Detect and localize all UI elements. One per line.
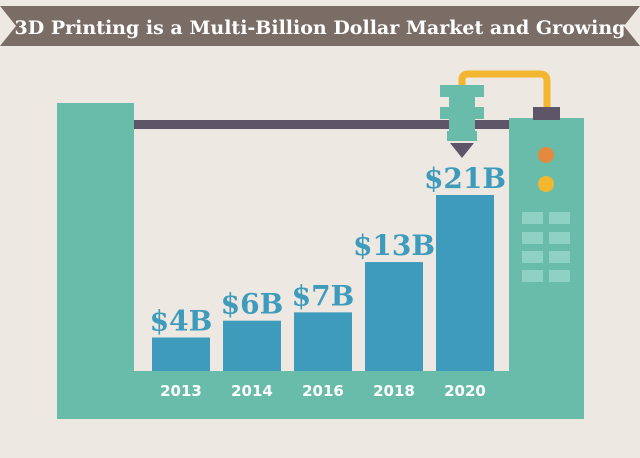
panel-button bbox=[549, 270, 570, 282]
value-labels: $4B$6B $7B $13B $21B bbox=[150, 162, 506, 337]
bar-series bbox=[152, 195, 494, 371]
button-grid bbox=[522, 212, 570, 282]
nozzle-neck bbox=[449, 97, 475, 107]
nozzle-collar bbox=[447, 131, 477, 141]
title-banner: 3D Printing is a Multi-Billion Dollar Ma… bbox=[0, 6, 640, 46]
panel-button bbox=[549, 232, 570, 244]
panel-button bbox=[522, 232, 543, 244]
control-panel bbox=[509, 107, 584, 419]
orange-indicator-dot bbox=[538, 147, 554, 163]
control-tower bbox=[509, 118, 584, 419]
x-tick-label: 2018 bbox=[373, 382, 415, 400]
title-banner-shape bbox=[0, 6, 640, 46]
value-label: $4B bbox=[150, 304, 213, 337]
filament-tube-icon bbox=[458, 70, 551, 116]
printer-base bbox=[134, 371, 514, 419]
value-label: $21B bbox=[424, 162, 506, 195]
panel-button bbox=[549, 212, 570, 224]
bar-2014 bbox=[223, 320, 281, 371]
nozzle-tip bbox=[450, 143, 474, 158]
x-axis-tick-labels: 2013 2014 2016 2018 2020 bbox=[160, 382, 486, 400]
nozzle-lower bbox=[449, 119, 475, 131]
chart-title: 3D Printing is a Multi-Billion Dollar Ma… bbox=[15, 17, 626, 39]
printer-rail bbox=[134, 120, 512, 129]
panel-button bbox=[522, 251, 543, 263]
printer-left-column bbox=[57, 103, 134, 419]
bar-2018 bbox=[365, 262, 423, 371]
value-label: $13B bbox=[353, 229, 435, 262]
bar-2016 bbox=[294, 312, 352, 371]
nozzle-top bbox=[440, 85, 484, 97]
bar-2020 bbox=[436, 195, 494, 371]
yellow-indicator-dot bbox=[538, 176, 554, 192]
nozzle-body bbox=[440, 107, 484, 119]
x-tick-label: 2016 bbox=[302, 382, 344, 400]
x-tick-label: 2014 bbox=[231, 382, 273, 400]
tube-connector bbox=[533, 107, 560, 120]
value-label: $6B bbox=[221, 288, 284, 321]
x-tick-label: 2020 bbox=[444, 382, 486, 400]
bar-2013 bbox=[152, 337, 210, 371]
panel-button bbox=[522, 212, 543, 224]
x-tick-label: 2013 bbox=[160, 382, 202, 400]
panel-button bbox=[522, 270, 543, 282]
printer-nozzle-icon bbox=[440, 85, 484, 158]
value-label: $7B bbox=[292, 279, 355, 312]
panel-button bbox=[549, 251, 570, 263]
